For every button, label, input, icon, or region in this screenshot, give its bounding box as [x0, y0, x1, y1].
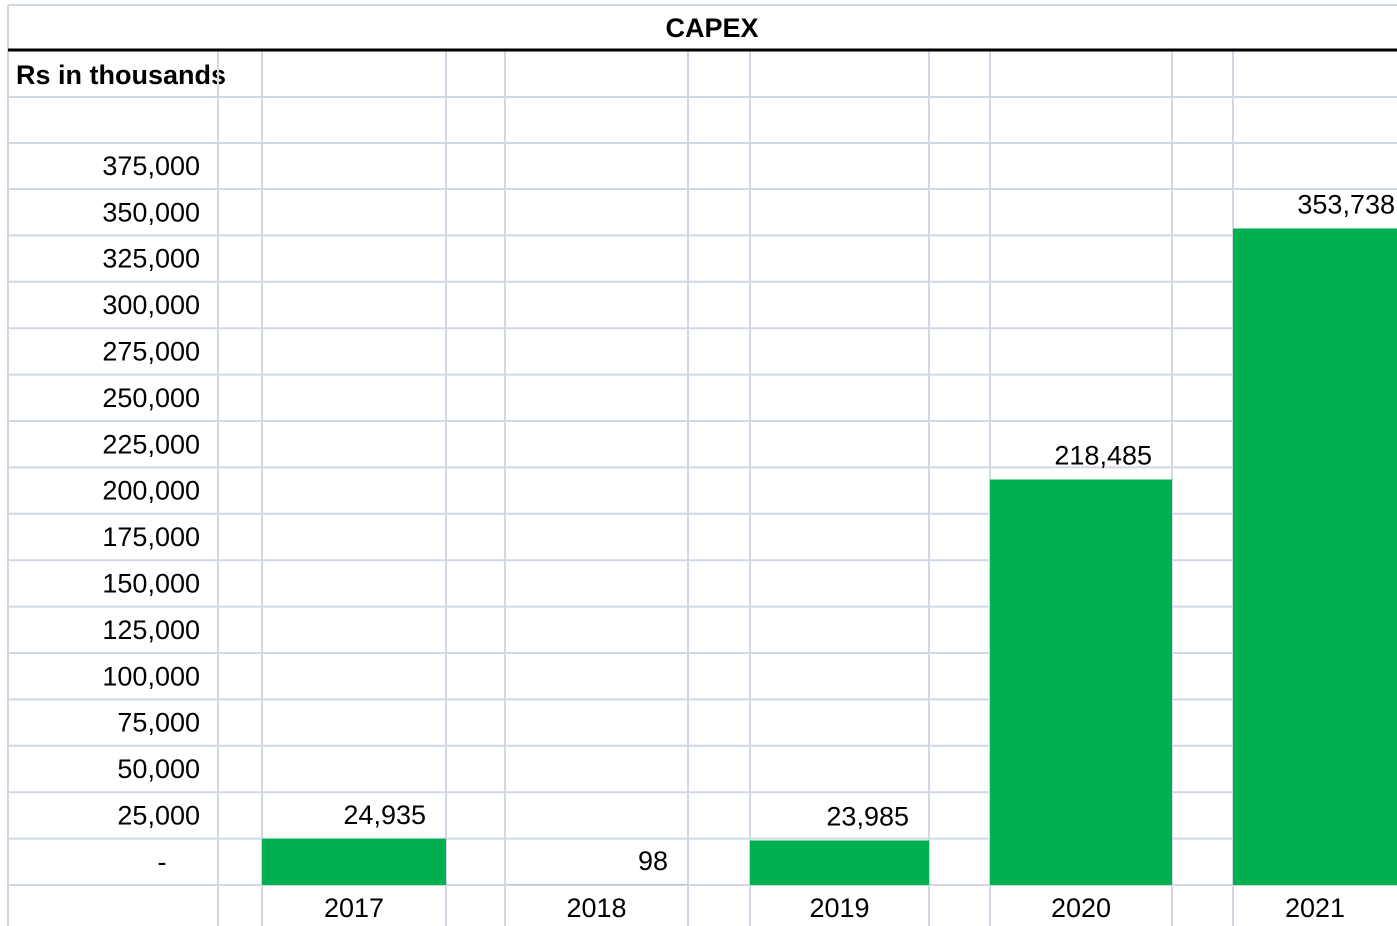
chart-title: CAPEX: [665, 13, 758, 43]
value-label: 23,985: [826, 802, 909, 832]
y-tick-label: 275,000: [102, 337, 200, 367]
y-tick-label: 375,000: [102, 151, 200, 181]
bar: [262, 838, 446, 885]
value-label: 24,935: [343, 800, 426, 830]
x-tick-label: 2019: [809, 893, 869, 923]
y-tick-label: 300,000: [102, 290, 200, 320]
y-tick-label: 250,000: [102, 383, 200, 413]
y-tick-label: 25,000: [117, 801, 200, 831]
y-tick-label: 100,000: [102, 661, 200, 691]
y-tick-label: 175,000: [102, 522, 200, 552]
bar: [750, 840, 929, 885]
y-axis-label: Rs in thousands: [16, 60, 226, 90]
x-tick-label: 2017: [324, 893, 384, 923]
x-tick-label: 2018: [566, 893, 626, 923]
value-label: 353,738: [1297, 190, 1395, 220]
y-tick-label: 200,000: [102, 476, 200, 506]
x-tick-label: 2020: [1051, 893, 1111, 923]
value-label: 218,485: [1054, 441, 1152, 471]
y-tick-label: 125,000: [102, 615, 200, 645]
y-tick-label: 350,000: [102, 197, 200, 227]
y-tick-label: 50,000: [117, 754, 200, 784]
y-tick-label: -: [158, 847, 167, 877]
x-tick-label: 2021: [1285, 893, 1345, 923]
y-tick-label: 75,000: [117, 708, 200, 738]
y-tick-label: 225,000: [102, 429, 200, 459]
y-tick-label: 325,000: [102, 244, 200, 274]
value-label: 98: [638, 846, 668, 876]
bar: [990, 479, 1172, 885]
bar: [1233, 228, 1397, 885]
y-tick-label: 150,000: [102, 569, 200, 599]
